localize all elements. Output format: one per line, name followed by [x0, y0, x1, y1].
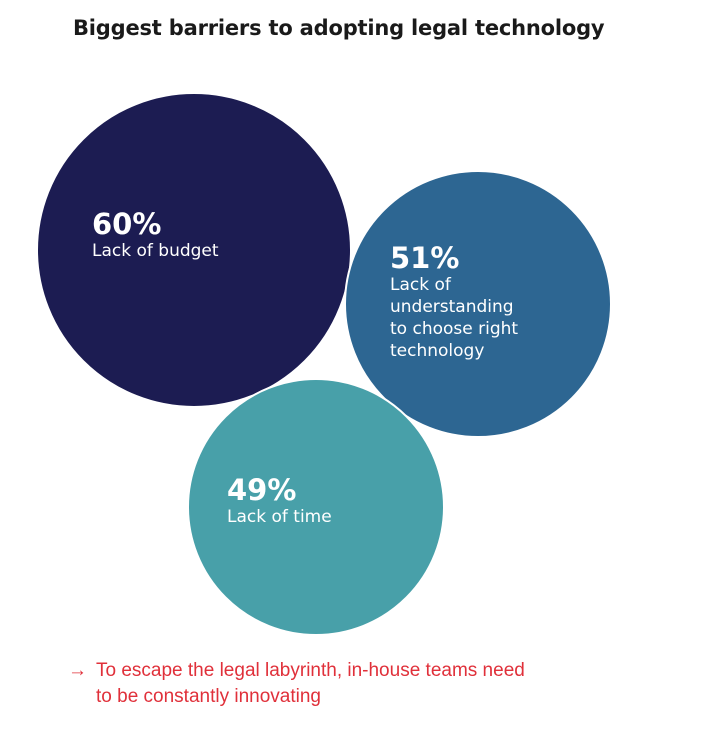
bubble-value-budget: 60%: [92, 207, 162, 241]
bubble-value-understanding: 51%: [390, 241, 460, 275]
bubble-category-budget: Lack of budget: [92, 241, 219, 261]
bubble-budget: [36, 92, 352, 408]
bubble-understanding: [344, 170, 612, 438]
bubble-category-time: Lack of time: [227, 507, 332, 527]
bubble-time: [187, 378, 445, 636]
bubble-label-understanding: 51% Lack of understanding to choose righ…: [390, 242, 518, 362]
bubble-value-time: 49%: [227, 473, 297, 507]
chart-title: Biggest barriers to adopting legal techn…: [73, 16, 605, 40]
footnote: → To escape the legal labyrinth, in-hous…: [68, 658, 525, 710]
bubble-chart: [36, 92, 612, 636]
bubble-label-time: 49% Lack of time: [227, 474, 332, 528]
bubble-label-budget: 60% Lack of budget: [92, 208, 219, 262]
bubble-category-understanding: Lack of understanding to choose right te…: [390, 275, 519, 361]
arrow-right-icon: →: [68, 660, 87, 681]
footnote-text: To escape the legal labyrinth, in-house …: [96, 660, 525, 707]
